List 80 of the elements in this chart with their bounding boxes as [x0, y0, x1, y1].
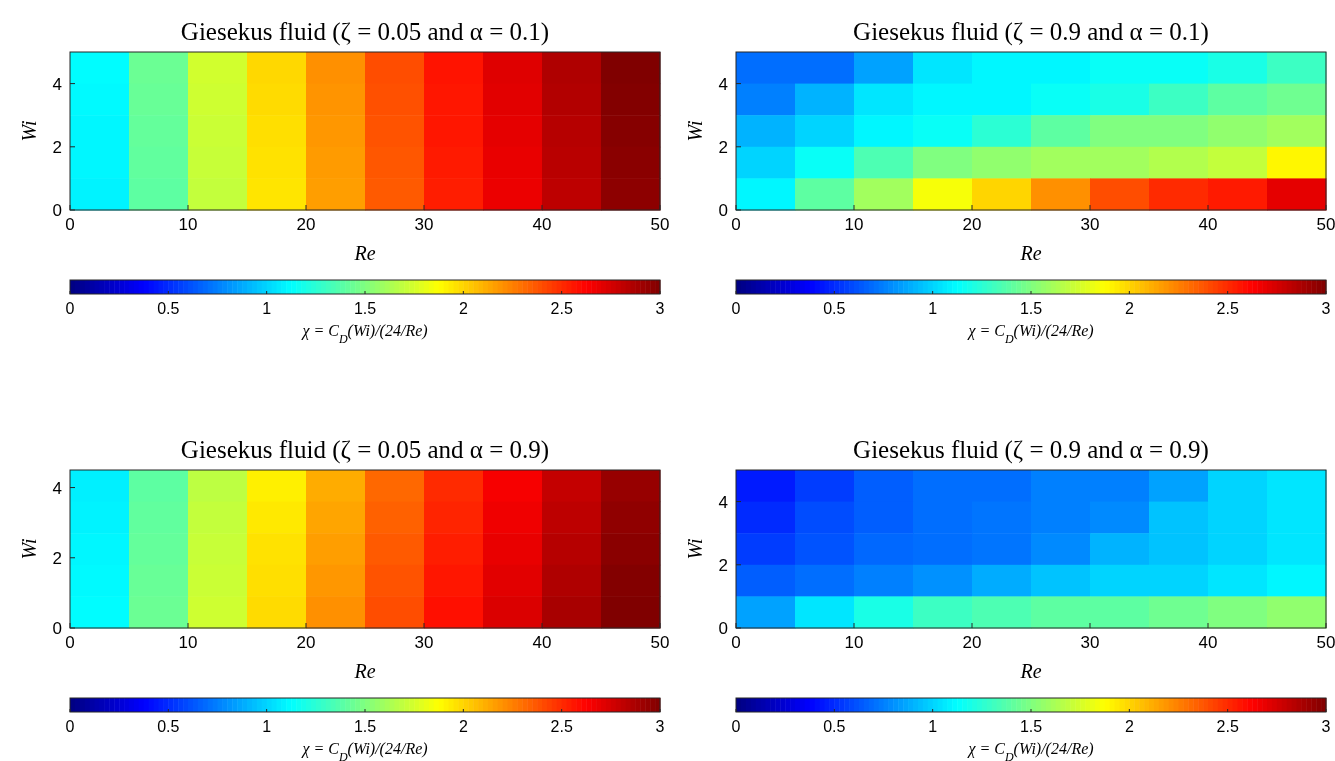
x-axis-title: Re	[1019, 242, 1042, 264]
y-axis-title: Wi	[684, 538, 706, 560]
color-bar-label: 2	[458, 300, 468, 317]
color-bar-label: 0.5	[823, 718, 846, 735]
x-tick-label: 20	[296, 215, 316, 234]
y-tick-label: 4	[718, 74, 728, 94]
color-bar-label: 1.5	[353, 300, 377, 317]
color-bar-label: 1	[262, 718, 272, 735]
color-bar-label: 3	[655, 718, 665, 735]
color-bar-title: χ = C$_{D}$(Wi)/(24/Re)	[966, 740, 1094, 761]
x-tick-label: 0	[65, 633, 75, 652]
color-bar-label: 2	[458, 718, 468, 735]
x-tick-label: 10	[844, 215, 864, 234]
color-bar-label: 2.5	[1216, 300, 1239, 317]
color-bar-label: 0.5	[157, 300, 180, 317]
x-tick-label: 10	[178, 215, 198, 234]
y-tick-label: 2	[718, 137, 728, 157]
color-bar-label: 0.5	[157, 718, 180, 735]
x-tick-label: 50	[650, 215, 670, 234]
color-bar-label: 2	[1124, 718, 1134, 735]
x-tick-label: 20	[962, 215, 982, 234]
color-bar-label: 2.5	[1216, 718, 1239, 735]
chart-title: Giesekus fluid (ζ = 0.05 and α = 0.9)	[180, 436, 550, 464]
y-tick-label: 0	[52, 201, 62, 220]
color-bar-label: 2.5	[550, 300, 573, 317]
x-tick-label: 50	[1316, 215, 1335, 234]
y-axis-title: Wi	[18, 538, 40, 560]
x-axis-title: Re	[353, 660, 376, 682]
y-tick-label: 2	[52, 548, 62, 568]
x-tick-label: 10	[844, 633, 864, 652]
x-tick-label: 0	[731, 215, 741, 234]
color-bar-title: χ = C$_{D}$(Wi)/(24/Re)	[300, 740, 428, 761]
x-tick-label: 40	[532, 215, 552, 234]
x-tick-label: 30	[1080, 215, 1100, 234]
color-bar-label: 1.5	[1019, 300, 1043, 317]
x-tick-label: 30	[1080, 633, 1100, 652]
color-bar-label: 0.5	[823, 300, 846, 317]
color-bar-label: 1	[262, 300, 272, 317]
color-bar-label: 0	[65, 718, 75, 735]
x-axis-title: Re	[353, 242, 376, 264]
chart-title: Giesekus fluid (ζ = 0.9 and α = 0.1)	[853, 18, 1209, 46]
color-bar-label: 0	[65, 300, 75, 317]
x-tick-label: 0	[65, 215, 75, 234]
y-tick-label: 2	[52, 137, 62, 157]
y-tick-label: 4	[718, 492, 728, 512]
color-bar-label: 1.5	[1019, 718, 1043, 735]
x-tick-label: 20	[962, 633, 982, 652]
x-tick-label: 40	[1198, 633, 1218, 652]
color-bar-label: 1	[928, 718, 938, 735]
x-tick-label: 40	[532, 633, 552, 652]
x-tick-label: 10	[178, 633, 198, 652]
y-tick-label: 0	[52, 619, 62, 638]
color-bar-label: 3	[1321, 300, 1331, 317]
color-bar-label: 3	[1321, 718, 1331, 735]
x-tick-label: 30	[414, 215, 434, 234]
y-tick-label: 0	[718, 201, 728, 220]
color-bar-label: 2.5	[550, 718, 573, 735]
y-tick-label: 2	[718, 555, 728, 575]
x-tick-label: 30	[414, 633, 434, 652]
x-tick-label: 50	[650, 633, 670, 652]
y-tick-label: 4	[52, 74, 62, 94]
color-bar-label: 0	[731, 718, 741, 735]
chart-title: Giesekus fluid (ζ = 0.9 and α = 0.9)	[853, 436, 1209, 464]
y-tick-label: 4	[52, 478, 62, 498]
x-axis-title: Re	[1019, 660, 1042, 682]
color-bar-label: 0	[731, 300, 741, 317]
color-bar-label: 1.5	[353, 718, 377, 735]
color-bar-label: 1	[928, 300, 938, 317]
color-bar-label: 2	[1124, 300, 1134, 317]
x-tick-label: 40	[1198, 215, 1218, 234]
x-tick-label: 0	[731, 633, 741, 652]
x-tick-label: 50	[1316, 633, 1335, 652]
color-bar-title: χ = C$_{D}$(Wi)/(24/Re)	[966, 322, 1094, 346]
chart-title: Giesekus fluid (ζ = 0.05 and α = 0.1)	[180, 18, 550, 46]
y-tick-label: 0	[718, 619, 728, 638]
color-bar-label: 3	[655, 300, 665, 317]
color-bar-title: χ = C$_{D}$(Wi)/(24/Re)	[300, 322, 428, 346]
y-axis-title: Wi	[18, 120, 40, 142]
y-axis-title: Wi	[684, 120, 706, 142]
x-tick-label: 20	[296, 633, 316, 652]
